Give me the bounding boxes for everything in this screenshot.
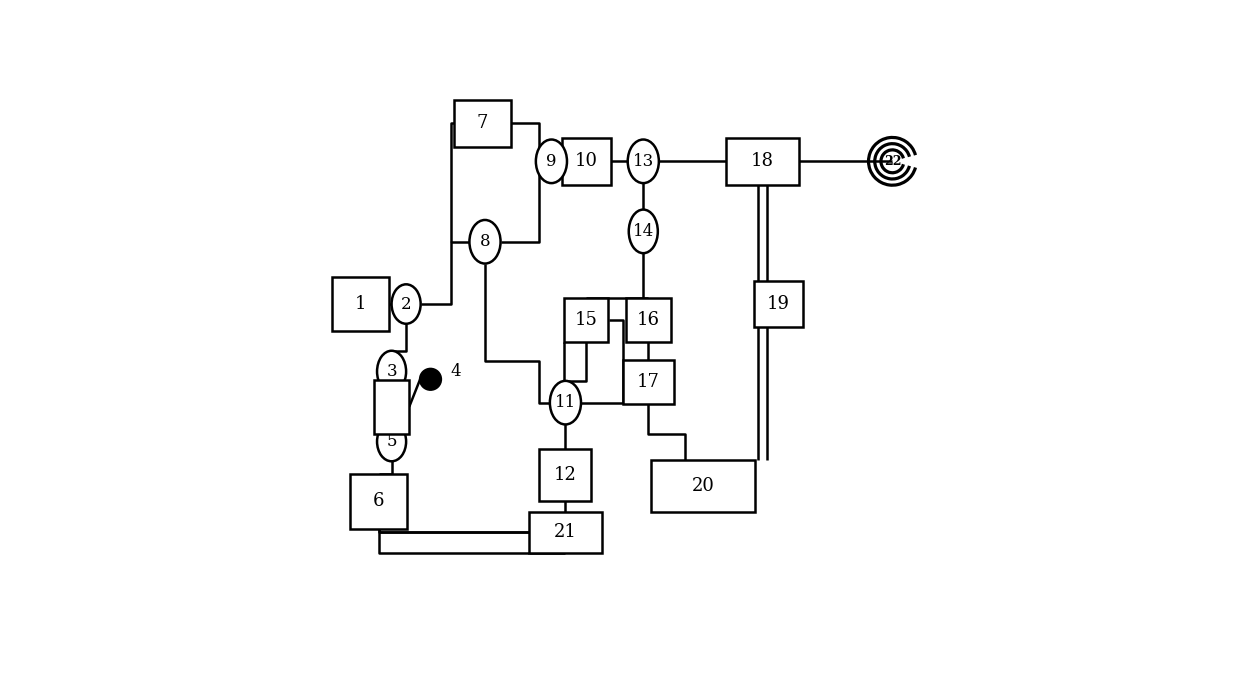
- Text: 11: 11: [554, 394, 577, 411]
- Text: 16: 16: [637, 311, 660, 329]
- FancyBboxPatch shape: [651, 460, 755, 512]
- Ellipse shape: [536, 140, 567, 183]
- Text: 3: 3: [387, 363, 397, 380]
- Text: 6: 6: [373, 492, 384, 510]
- Text: 14: 14: [632, 223, 653, 240]
- Text: 7: 7: [476, 115, 489, 132]
- Text: 21: 21: [554, 524, 577, 541]
- Ellipse shape: [392, 284, 420, 324]
- FancyBboxPatch shape: [454, 100, 511, 147]
- FancyBboxPatch shape: [529, 512, 601, 553]
- Text: 8: 8: [480, 233, 490, 250]
- Ellipse shape: [627, 140, 658, 183]
- FancyBboxPatch shape: [626, 297, 671, 342]
- Text: 22: 22: [884, 155, 901, 168]
- FancyBboxPatch shape: [727, 138, 799, 185]
- FancyBboxPatch shape: [754, 280, 802, 328]
- Circle shape: [420, 369, 441, 390]
- FancyBboxPatch shape: [350, 474, 407, 528]
- Text: 2: 2: [401, 295, 412, 313]
- FancyBboxPatch shape: [374, 379, 409, 434]
- Text: 12: 12: [554, 466, 577, 485]
- Text: 10: 10: [574, 152, 598, 171]
- Text: 1: 1: [355, 295, 366, 313]
- FancyBboxPatch shape: [332, 277, 389, 332]
- FancyBboxPatch shape: [539, 450, 591, 501]
- Ellipse shape: [549, 381, 582, 425]
- Text: 20: 20: [692, 477, 714, 495]
- Ellipse shape: [377, 422, 407, 461]
- Text: 9: 9: [546, 153, 557, 170]
- Ellipse shape: [629, 210, 657, 253]
- Ellipse shape: [470, 220, 501, 264]
- FancyBboxPatch shape: [564, 297, 609, 342]
- FancyBboxPatch shape: [622, 360, 675, 404]
- Text: 15: 15: [575, 311, 598, 329]
- FancyBboxPatch shape: [562, 138, 611, 185]
- Text: 19: 19: [766, 295, 790, 313]
- Text: 18: 18: [751, 152, 774, 171]
- Text: 13: 13: [632, 153, 653, 170]
- Text: 17: 17: [637, 373, 660, 391]
- Ellipse shape: [377, 350, 407, 392]
- Text: 5: 5: [387, 433, 397, 450]
- Text: 4: 4: [450, 363, 461, 380]
